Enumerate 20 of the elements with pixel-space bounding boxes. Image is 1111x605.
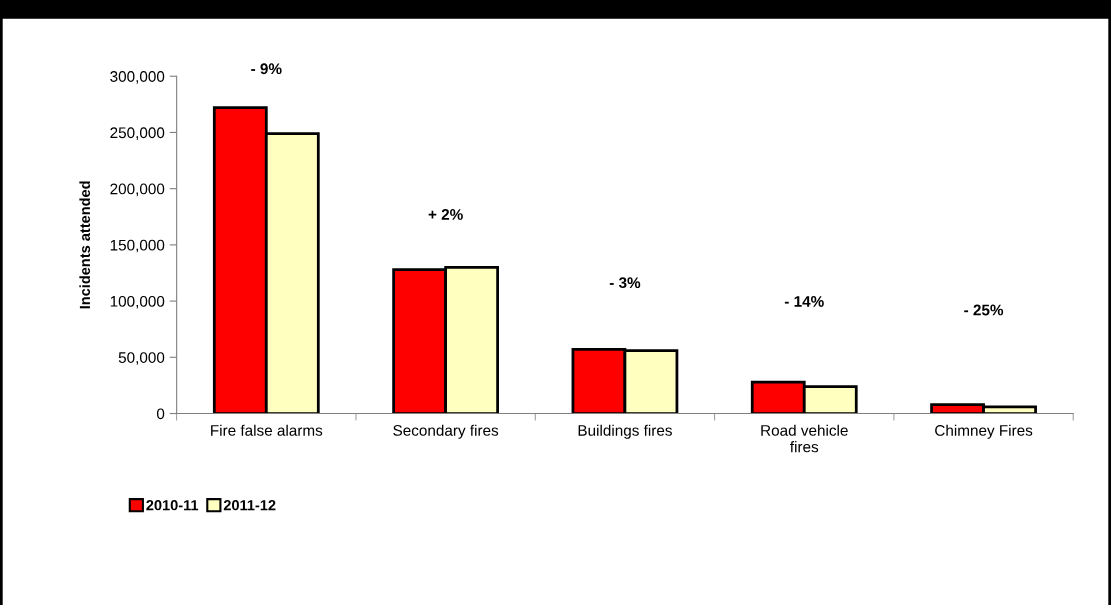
y-tick-label: 50,000 xyxy=(118,352,165,365)
annotation: - 3% xyxy=(609,277,641,289)
y-tick-label: 150,000 xyxy=(110,239,165,253)
y-axis-title: Incidents attended xyxy=(79,181,91,309)
y-tick-label: 300,000 xyxy=(110,71,165,84)
y-tick-label: 0 xyxy=(156,408,165,420)
annotation: + 2% xyxy=(428,209,463,220)
text: - 9% xyxy=(251,63,282,75)
annotation: - 25% xyxy=(964,304,1004,316)
y-tick-label: 100,000 xyxy=(110,295,165,309)
x-tick-label: Buildings fires xyxy=(578,424,672,439)
x-tick-label: Road vehicle fires xyxy=(761,424,848,453)
y-tick-label: 250,000 xyxy=(110,127,165,140)
x-tick-label: Chimney Fires xyxy=(935,424,1033,439)
x-tick-label: Fire false alarms xyxy=(211,424,323,436)
y-tick-label: 200,000 xyxy=(110,183,165,197)
annotation: - 14% xyxy=(784,296,824,307)
x-tick-label: Secondary fires xyxy=(393,424,499,439)
legend-label: 2011-12 xyxy=(223,500,276,511)
legend-label: 2010-11 xyxy=(146,500,199,511)
